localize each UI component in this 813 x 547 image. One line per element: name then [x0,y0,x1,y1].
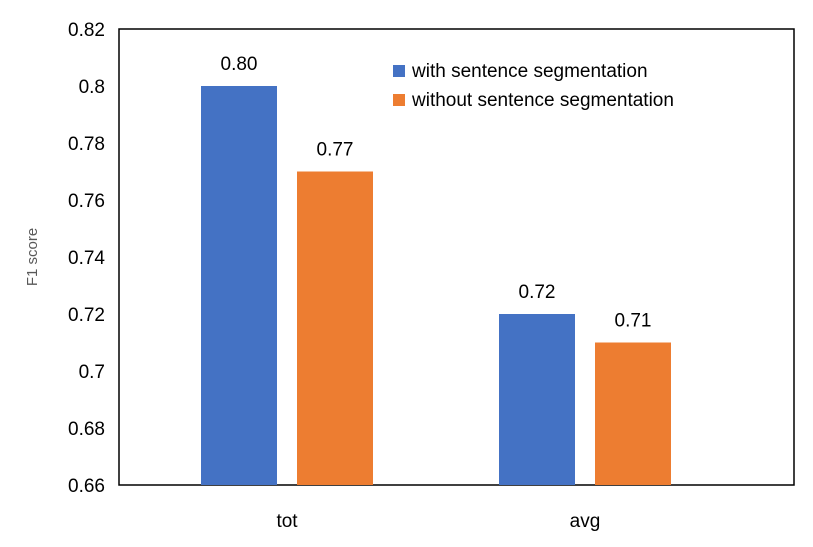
y-tick-label: 0.76 [68,191,105,212]
bar-avg-series-2 [595,342,671,485]
y-tick-label: 0.68 [68,419,105,440]
x-tick-label: tot [276,511,298,532]
y-tick-label: 0.78 [68,134,105,155]
y-tick-label: 0.72 [68,305,105,326]
x-axis: tot avg [276,511,600,532]
data-label: 0.80 [221,54,258,75]
y-axis: 0.66 0.68 0.7 0.72 0.74 0.76 0.78 0.8 0.82 [68,20,105,497]
legend-entry: with sentence segmentation [411,61,648,82]
legend-entry: without sentence segmentation [411,90,674,111]
y-tick-label: 0.7 [79,362,105,383]
y-tick-label: 0.8 [79,77,105,98]
bar-tot-series-1 [201,86,277,485]
data-label: 0.71 [615,311,652,332]
y-axis-title: F1 score [24,228,41,286]
bar-tot-series-2 [297,171,373,485]
x-tick-label: avg [570,511,601,532]
y-tick-label: 0.82 [68,20,105,41]
legend: with sentence segmentation without senten… [393,61,674,111]
legend-swatch [393,94,405,106]
y-tick-label: 0.74 [68,248,105,269]
data-label: 0.72 [519,282,556,303]
bars [201,86,671,485]
y-tick-label: 0.66 [68,476,105,497]
data-labels: 0.80 0.77 0.72 0.71 [221,54,652,332]
bar-avg-series-1 [499,314,575,485]
data-label: 0.77 [317,140,354,161]
legend-swatch [393,65,405,77]
